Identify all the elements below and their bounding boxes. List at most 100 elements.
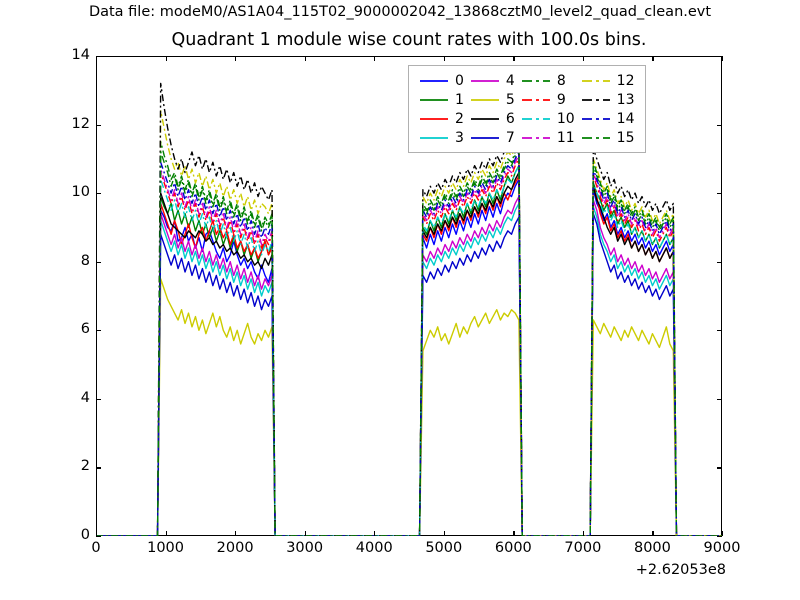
x-tick-label: 7000: [564, 540, 602, 556]
x-tick-mark: [374, 531, 376, 536]
legend-line-icon-3: [420, 136, 448, 139]
legend-line-icon-5: [470, 98, 499, 101]
series-13: [96, 82, 722, 536]
y-tick-mark: [717, 56, 722, 58]
x-tick-mark: [96, 56, 98, 61]
x-tick-mark: [722, 531, 724, 536]
y-tick-mark: [96, 193, 101, 195]
series-0: [96, 178, 722, 536]
legend-line-icon-12: [581, 79, 610, 82]
legend-line-icon-6: [470, 117, 499, 120]
legend-label-10: 10: [556, 110, 575, 127]
x-tick-mark: [582, 531, 585, 536]
legend-label-14: 14: [616, 110, 635, 127]
legend-swatch-cell-11: [518, 128, 554, 147]
series-line-9: [96, 158, 722, 536]
x-tick-mark: [304, 531, 306, 536]
x-tick-mark: [235, 531, 237, 536]
legend-label-12: 12: [616, 72, 635, 89]
x-tick-mark: [513, 531, 515, 536]
series-9: [96, 158, 722, 536]
legend-line-icon-9: [521, 98, 550, 101]
x-tick-mark: [443, 531, 445, 536]
legend-swatch-cell-5: [467, 90, 503, 109]
legend-line-icon-13: [581, 98, 610, 101]
series-line-1: [96, 165, 722, 536]
page-title: Quadrant 1 module wise count rates with …: [171, 30, 647, 50]
legend-swatch-cell-2: [416, 109, 452, 128]
y-tick-mark: [96, 330, 101, 332]
y-tick-mark: [717, 536, 722, 538]
y-tick-label: 6: [80, 321, 90, 338]
legend-row: 0 4 8 12: [416, 71, 638, 90]
legend-line-icon-2: [420, 117, 448, 120]
legend-swatch-cell-6: [467, 109, 503, 128]
legend-swatch-cell-7: [467, 128, 503, 147]
legend-row: 3 7 11 15: [416, 128, 638, 147]
x-tick-label: 4000: [355, 540, 393, 556]
x-tick-mark: [722, 56, 724, 61]
series-line-11: [96, 154, 722, 536]
y-tick-mark: [96, 56, 101, 58]
x-tick-mark: [165, 531, 167, 536]
y-tick-mark: [96, 467, 101, 469]
legend-swatch-cell-15: [578, 128, 614, 147]
legend-swatch-cell-12: [578, 71, 614, 90]
legend-swatch-cell-10: [518, 109, 554, 128]
series-line-0: [96, 178, 722, 536]
data-file-caption: Data file: modeM0/AS1A04_115T02_90000020…: [88, 4, 712, 20]
x-tick-label: 2000: [216, 540, 254, 556]
x-tick-label: 1000: [147, 540, 184, 556]
legend-line-icon-11: [521, 136, 550, 139]
legend-swatch-cell-1: [416, 90, 452, 109]
x-tick-label: 0: [91, 540, 101, 556]
legend-row: 1 5 9 13: [416, 90, 638, 109]
legend-label-8: 8: [556, 72, 566, 89]
legend-swatch-cell-14: [578, 109, 614, 128]
series-3: [96, 202, 722, 536]
legend-line-icon-4: [470, 79, 499, 82]
y-tick-mark: [717, 261, 722, 263]
x-tick-mark: [235, 56, 237, 61]
series-11: [96, 154, 722, 536]
legend-swatch-cell-3: [416, 128, 452, 147]
x-axis-offset-label: +2.62053e8: [635, 562, 726, 578]
series-10: [96, 165, 722, 536]
series-line-15: [96, 147, 722, 536]
series-7: [96, 213, 722, 536]
x-tick-mark: [165, 56, 167, 61]
y-tick-mark: [96, 124, 101, 126]
y-tick-label: 12: [71, 115, 90, 132]
y-tick-mark: [717, 398, 722, 401]
series-line-7: [96, 213, 722, 536]
legend-label-1: 1: [455, 91, 464, 108]
series-6: [96, 171, 722, 536]
legend-line-icon-15: [581, 136, 610, 139]
series-line-8: [96, 141, 722, 536]
series-15: [96, 147, 722, 536]
x-tick-mark: [582, 56, 585, 61]
series-14: [96, 151, 722, 536]
x-tick-mark: [513, 56, 515, 61]
series-line-4: [96, 195, 722, 536]
y-tick-label: 8: [80, 252, 90, 269]
x-tick-mark: [374, 56, 376, 61]
legend-line-icon-10: [521, 117, 550, 120]
legend-label-13: 13: [616, 91, 635, 108]
legend-swatch-cell-8: [518, 71, 554, 90]
legend-label-7: 7: [505, 129, 515, 146]
y-tick-label: 10: [71, 184, 90, 201]
legend-label-3: 3: [455, 129, 464, 146]
series-5: [96, 278, 722, 536]
y-tick-mark: [717, 193, 722, 195]
legend[interactable]: 0 4 8 12 1 5 9 13 2 6 10 14 3 7 11 15: [408, 65, 646, 153]
y-tick-label: 14: [71, 47, 90, 63]
series-line-5: [96, 278, 722, 536]
series-line-2: [96, 175, 722, 536]
x-tick-label: 8000: [633, 540, 671, 556]
y-axis-tick-labels: 0 2 4 6 8 10 12 14: [54, 47, 90, 543]
y-tick-mark: [96, 398, 101, 401]
y-tick-label: 4: [80, 389, 90, 406]
series-line-14: [96, 151, 722, 536]
